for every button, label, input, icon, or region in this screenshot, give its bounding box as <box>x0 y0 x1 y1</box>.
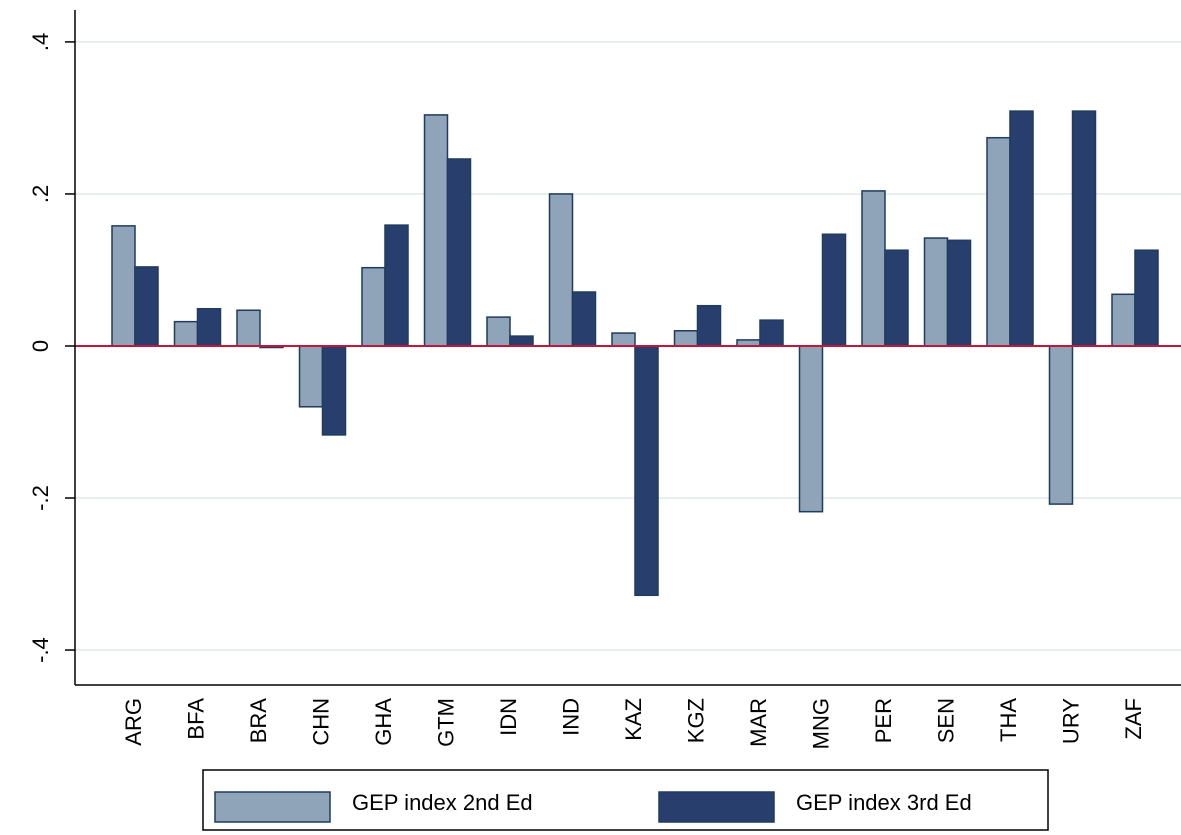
bar <box>571 291 597 347</box>
legend-label: GEP index 2nd Ed <box>352 790 533 815</box>
x-tick-label: URY <box>1058 698 1083 744</box>
bar <box>321 345 347 436</box>
bar <box>111 225 136 347</box>
y-tick-label: -.2 <box>28 485 53 511</box>
bar <box>1111 293 1136 347</box>
x-tick-label: IDN <box>496 698 521 736</box>
x-tick-label: PER <box>871 698 896 743</box>
bar <box>509 335 534 347</box>
bar <box>696 304 722 347</box>
bar <box>134 266 159 347</box>
x-tick-label: CHN <box>308 698 333 746</box>
bar <box>1009 110 1034 347</box>
x-tick-label: KGZ <box>683 698 708 743</box>
bar <box>173 320 199 347</box>
bar <box>1048 345 1074 505</box>
y-tick-label: 0 <box>28 340 53 352</box>
x-tick-label: GHA <box>371 698 396 746</box>
y-tick-label: .2 <box>28 185 53 203</box>
x-tick-label: MAR <box>746 698 771 747</box>
bar <box>861 190 886 347</box>
bar <box>486 316 511 347</box>
x-tick-label: SEN <box>933 698 958 743</box>
bar <box>759 319 784 347</box>
x-tick-label: GTM <box>433 698 458 747</box>
legend-swatch <box>214 791 331 823</box>
x-tick-label: ARG <box>121 698 146 746</box>
legend-swatch <box>658 791 775 823</box>
bar <box>1071 110 1097 347</box>
y-tick-label: -.4 <box>28 637 53 663</box>
bar <box>361 266 386 347</box>
bar <box>634 345 659 597</box>
bar <box>548 193 574 347</box>
bar <box>986 136 1011 347</box>
x-tick-label: ZAF <box>1121 698 1146 740</box>
bar <box>946 239 972 347</box>
x-tick-label: THA <box>996 698 1021 742</box>
bar <box>446 158 472 347</box>
bar <box>298 345 324 408</box>
x-tick-label: BRA <box>246 698 271 744</box>
bar <box>196 307 222 347</box>
bar <box>798 345 824 513</box>
legend-label: GEP index 3rd Ed <box>796 790 972 815</box>
bar <box>423 114 449 347</box>
bar <box>821 233 847 347</box>
bar <box>884 249 909 347</box>
y-tick-label: .4 <box>28 33 53 51</box>
bar <box>384 224 409 347</box>
x-tick-label: KAZ <box>621 698 646 741</box>
bar <box>236 309 261 347</box>
bar <box>673 330 699 347</box>
x-tick-label: IND <box>558 698 583 736</box>
x-tick-label: MNG <box>808 698 833 749</box>
x-tick-label: BFA <box>183 698 208 740</box>
bar <box>1134 249 1159 347</box>
bar <box>923 237 949 347</box>
bar <box>611 332 636 347</box>
legend-box <box>202 769 1049 831</box>
